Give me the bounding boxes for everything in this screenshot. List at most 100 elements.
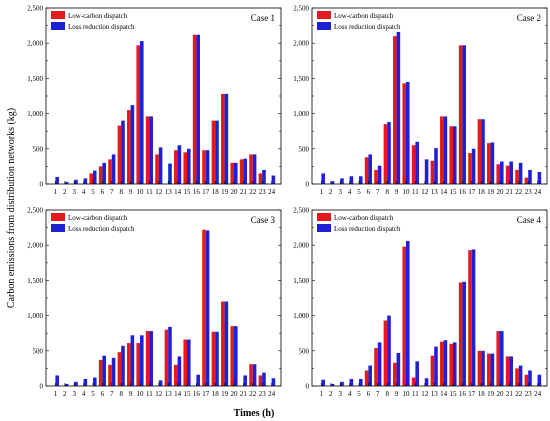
- x-tick-label: 12: [421, 188, 429, 196]
- x-tick-label: 7: [110, 390, 114, 398]
- x-tick-label: 14: [440, 188, 448, 196]
- bar-loss-reduction-8: [121, 345, 125, 386]
- y-tick-label: 1,500: [293, 277, 309, 285]
- bar-loss-reduction-4: [83, 178, 88, 184]
- bar-loss-reduction-11: [415, 141, 419, 184]
- bar-loss-reduction-12: [158, 380, 163, 386]
- x-tick-label: 24: [534, 390, 542, 398]
- bar-loss-reduction-3: [74, 179, 78, 184]
- x-tick-label: 4: [348, 390, 352, 398]
- bar-low-carbon-23: [258, 375, 263, 386]
- bar-loss-reduction-15: [187, 148, 191, 184]
- bar-loss-reduction-11: [149, 116, 153, 184]
- bar-loss-reduction-1: [55, 375, 59, 386]
- bar-loss-reduction-24: [271, 378, 276, 386]
- bar-loss-reduction-18: [215, 120, 219, 184]
- bar-loss-reduction-1: [55, 176, 59, 184]
- x-tick-label: 18: [478, 390, 486, 398]
- bar-low-carbon-11: [145, 331, 150, 386]
- bar-loss-reduction-7: [377, 342, 382, 386]
- y-tick-label: 2,000: [293, 242, 309, 250]
- x-tick-label: 9: [395, 390, 399, 398]
- x-tick-label: 5: [91, 188, 95, 196]
- x-tick-label: 11: [412, 390, 419, 398]
- bar-loss-reduction-18: [481, 119, 485, 184]
- bar-low-carbon-7: [374, 169, 378, 184]
- bar-loss-reduction-11: [415, 361, 419, 386]
- x-tick-label: 2: [63, 390, 67, 398]
- bar-loss-reduction-10: [140, 335, 144, 386]
- bar-loss-reduction-15: [453, 342, 457, 386]
- bar-loss-reduction-1: [321, 173, 325, 184]
- x-tick-label: 6: [101, 390, 105, 398]
- x-tick-label: 14: [440, 390, 448, 398]
- bar-loss-reduction-11: [149, 331, 153, 386]
- bar-low-carbon-20: [230, 326, 234, 386]
- bar-loss-reduction-23: [528, 169, 532, 184]
- bar-low-carbon-15: [449, 126, 453, 184]
- x-tick-label: 14: [174, 390, 182, 398]
- bar-loss-reduction-7: [377, 165, 382, 184]
- x-tick-label: 19: [487, 390, 495, 398]
- bar-low-carbon-9: [127, 343, 131, 386]
- x-tick-label: 23: [525, 390, 533, 398]
- x-tick-label: 21: [240, 188, 248, 196]
- legend-swatch-low-carbon: [51, 11, 65, 19]
- case-label: Case 1: [251, 13, 275, 23]
- bar-loss-reduction-9: [130, 105, 135, 184]
- x-tick-label: 10: [403, 188, 411, 196]
- bar-low-carbon-10: [402, 246, 406, 386]
- legend-swatch-low-carbon: [51, 213, 65, 221]
- bar-low-carbon-23: [524, 177, 529, 184]
- bar-loss-reduction-2: [330, 181, 335, 184]
- x-tick-label: 4: [82, 188, 86, 196]
- bar-loss-reduction-17: [471, 249, 476, 386]
- y-tick-label: 1,000: [293, 312, 309, 320]
- bar-loss-reduction-19: [224, 301, 229, 386]
- legend-label-low-carbon: Low-carbon dispatch: [334, 12, 394, 20]
- bar-loss-reduction-22: [518, 162, 523, 184]
- bar-low-carbon-14: [174, 150, 178, 184]
- y-axis-title: Carbon emissions from distribution netwo…: [6, 108, 17, 308]
- bar-low-carbon-20: [496, 164, 500, 184]
- x-tick-label: 20: [497, 188, 505, 196]
- x-tick-label: 23: [259, 390, 267, 398]
- bar-loss-reduction-23: [528, 370, 532, 386]
- bar-low-carbon-8: [117, 125, 122, 184]
- x-tick-label: 3: [338, 390, 342, 398]
- y-tick-label: 2,000: [27, 40, 43, 48]
- bar-loss-reduction-17: [205, 230, 210, 386]
- y-tick-label: 2,000: [293, 40, 309, 48]
- bar-loss-reduction-2: [330, 383, 335, 386]
- bar-low-carbon-20: [230, 162, 234, 184]
- bar-low-carbon-23: [524, 374, 529, 386]
- y-tick-label: 0: [306, 181, 310, 189]
- bar-low-carbon-10: [136, 343, 140, 386]
- bar-loss-reduction-6: [368, 365, 372, 386]
- bar-low-carbon-16: [458, 282, 463, 386]
- bar-low-carbon-18: [477, 119, 482, 184]
- x-tick-label: 1: [54, 188, 58, 196]
- bar-low-carbon-10: [402, 83, 406, 184]
- x-tick-label: 24: [268, 390, 276, 398]
- bar-loss-reduction-16: [462, 45, 466, 185]
- x-tick-label: 21: [506, 390, 514, 398]
- bar-low-carbon-18: [211, 331, 216, 386]
- x-tick-label: 5: [91, 390, 95, 398]
- y-tick-label: 0: [40, 181, 44, 189]
- x-tick-label: 15: [450, 390, 458, 398]
- y-tick-label: 1,000: [27, 312, 43, 320]
- bar-low-carbon-8: [117, 352, 122, 386]
- x-tick-label: 9: [129, 188, 133, 196]
- x-tick-label: 17: [202, 188, 210, 196]
- x-tick-label: 22: [249, 188, 257, 196]
- bar-low-carbon-22: [515, 368, 519, 386]
- x-tick-label: 15: [450, 188, 458, 196]
- bar-loss-reduction-14: [177, 356, 182, 386]
- case-label: Case 4: [517, 215, 542, 225]
- y-tick-label: 2,500: [293, 5, 309, 13]
- bar-low-carbon-9: [127, 110, 131, 184]
